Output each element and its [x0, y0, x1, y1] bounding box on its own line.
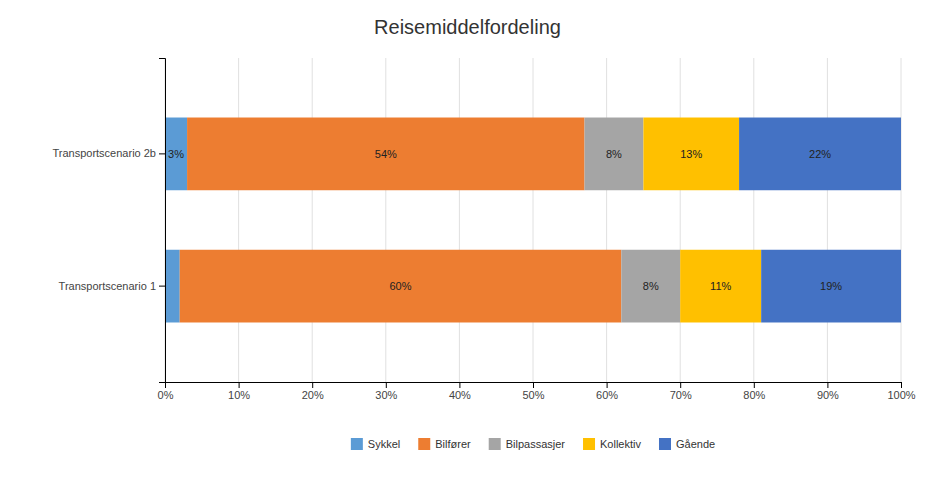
x-tick: 90%	[817, 382, 839, 401]
data-label: 22%	[809, 148, 831, 160]
y-tick-mark	[159, 286, 165, 287]
x-tick-mark	[754, 382, 755, 388]
grid-line	[753, 58, 754, 382]
x-tick: 30%	[375, 382, 397, 401]
series	[739, 118, 901, 323]
title: Reisemiddelfordeling	[374, 16, 561, 38]
y-axis-line	[159, 59, 166, 383]
x-tick: 10%	[228, 382, 250, 401]
x-tick-mark	[901, 382, 902, 388]
grid-line	[312, 58, 313, 382]
data-label: 11%	[710, 280, 731, 292]
chart-svg: Reisemiddelfordeling 3% 60% 54% 8% 8% 11% 13% 19…	[0, 0, 935, 478]
x-tick-mark	[827, 382, 828, 388]
bar	[680, 250, 761, 323]
bar	[621, 250, 680, 323]
legend-label: Sykkel	[368, 438, 400, 450]
x-tick-mark	[533, 382, 534, 388]
x-tick-label: 10%	[228, 389, 250, 401]
x-tick: 60%	[596, 382, 618, 401]
legend-label: Kollektiv	[600, 438, 641, 450]
legend-swatch	[659, 438, 671, 450]
x-tick-mark	[386, 382, 387, 388]
y-tick-mark	[159, 153, 165, 154]
x-tick-label: 90%	[817, 389, 839, 401]
grid-line	[606, 58, 607, 382]
x-tick: 40%	[449, 382, 471, 401]
bar	[739, 118, 901, 191]
x-tick: 0%	[158, 382, 174, 401]
data-label: 3%	[168, 148, 184, 160]
y-tick-label: Transportscenario 2b	[52, 147, 156, 159]
data-label: 8%	[606, 148, 622, 160]
grid	[165, 58, 901, 382]
legend-swatch	[489, 438, 501, 450]
x-axis: 0% 10% 20% 30% 40% 50% 60% 70% 80% 90% 100%	[158, 382, 916, 401]
legend-item: Sykkel	[351, 438, 400, 450]
grid-line	[385, 58, 386, 382]
x-tick-label: 30%	[375, 389, 397, 401]
legend-label: Bilfører	[435, 438, 471, 450]
grid-line	[238, 58, 239, 382]
x-tick: 50%	[522, 382, 544, 401]
bar	[165, 250, 180, 323]
bar	[585, 118, 644, 191]
grid-line	[533, 58, 534, 382]
bar	[180, 250, 622, 323]
x-tick: 70%	[670, 382, 692, 401]
x-tick: 80%	[743, 382, 765, 401]
x-tick-label: 70%	[670, 389, 692, 401]
legend-swatch	[583, 438, 595, 450]
data-label: 19%	[820, 280, 842, 292]
data-label: 60%	[390, 280, 412, 292]
grid-line	[827, 58, 828, 382]
grid-line	[459, 58, 460, 382]
bar	[187, 118, 584, 191]
y-axis: Transportscenario 1 Transportscenario 2b	[52, 59, 165, 383]
grid-line	[680, 58, 681, 382]
x-tick-label: 100%	[887, 389, 915, 401]
legend-item: Bilpassasjer	[489, 438, 566, 450]
x-axis-line	[166, 383, 902, 389]
x-tick-label: 40%	[449, 389, 471, 401]
data-label: 13%	[680, 148, 702, 160]
bar	[643, 118, 739, 191]
y-tick-label: Transportscenario 1	[59, 280, 156, 292]
legend-item: Gående	[659, 438, 715, 450]
legend-swatch	[418, 438, 430, 450]
y-tick: Transportscenario 2b	[52, 147, 165, 159]
x-tick: 100%	[887, 382, 915, 401]
legend: Sykkel Bilfører Bilpassasjer Kollektiv Gåend…	[351, 438, 715, 450]
data-label: 54%	[375, 148, 397, 160]
x-tick: 20%	[302, 382, 324, 401]
x-tick-mark	[239, 382, 240, 388]
x-tick-mark	[312, 382, 313, 388]
legend-label: Bilpassasjer	[506, 438, 566, 450]
bar	[165, 118, 187, 191]
x-tick-mark	[459, 382, 460, 388]
legend-item: Kollektiv	[583, 438, 641, 450]
x-tick-mark	[607, 382, 608, 388]
bar	[761, 250, 901, 323]
legend-swatch	[351, 438, 363, 450]
series	[180, 118, 622, 323]
x-tick-label: 50%	[522, 389, 544, 401]
x-tick-mark	[680, 382, 681, 388]
chart-container: Reisemiddelfordeling 3% 60% 54% 8% 8% 11% 13% 19…	[0, 0, 935, 478]
x-tick-label: 60%	[596, 389, 618, 401]
data-label: 8%	[643, 280, 659, 292]
x-tick-label: 0%	[158, 389, 174, 401]
grid-line	[901, 58, 902, 382]
x-tick-label: 80%	[743, 389, 765, 401]
bars	[165, 118, 901, 323]
data-labels: 3% 60% 54% 8% 8% 11% 13% 19% 22%	[168, 148, 842, 292]
y-tick: Transportscenario 1	[59, 280, 165, 292]
legend-item: Bilfører	[418, 438, 471, 450]
legend-label: Gående	[676, 438, 715, 450]
x-tick-label: 20%	[302, 389, 324, 401]
